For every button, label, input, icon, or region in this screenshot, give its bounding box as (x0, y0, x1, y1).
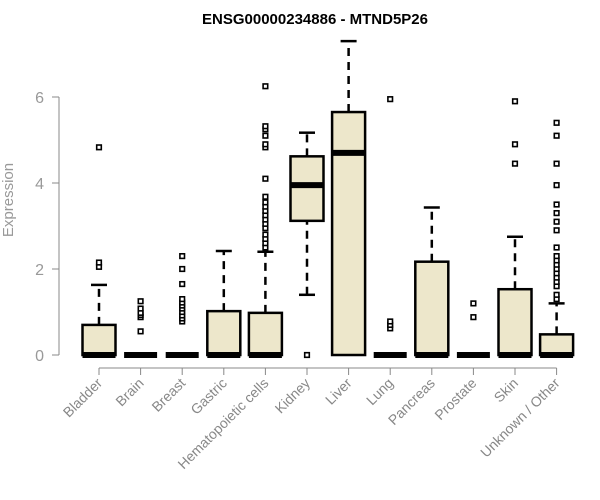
x-tick-label: Bladder (60, 375, 106, 421)
box-pancreas (414, 206, 450, 358)
outlier-point (179, 280, 186, 288)
outlier-point (262, 123, 269, 130)
y-tick-label: 2 (35, 262, 44, 279)
x-tick-label: Skin (491, 375, 522, 406)
box-bladder (81, 144, 117, 358)
outlier-point (95, 144, 103, 151)
y-tick-label: 0 (35, 348, 44, 365)
x-tick-label: Unknown / Other (477, 375, 563, 461)
x-tick-label: Liver (322, 375, 355, 408)
outlier-point (553, 291, 560, 298)
box-prostate (456, 300, 490, 358)
outlier-point (179, 253, 186, 260)
outlier-point (262, 141, 269, 148)
outlier-point (553, 119, 560, 126)
box-rect (414, 260, 450, 357)
outlier-point (553, 253, 560, 260)
outlier-point (553, 160, 560, 167)
y-axis-label: Expression (0, 163, 17, 237)
outlier-point (511, 98, 519, 105)
outlier-point (553, 244, 560, 251)
box-hematopoietic-cells (247, 83, 284, 358)
x-tick-label: Prostate (431, 375, 479, 423)
outlier-point (262, 175, 269, 182)
outlier-point (553, 182, 560, 189)
y-tick-label: 4 (35, 176, 44, 193)
outlier-point (387, 318, 394, 325)
outlier-point (95, 259, 103, 266)
outlier-point (262, 199, 269, 206)
box-rect (497, 287, 533, 357)
outlier-point (553, 201, 560, 208)
outlier-point (470, 314, 477, 321)
outlier-point (553, 218, 560, 225)
outlier-point (553, 132, 560, 139)
box-rect (538, 333, 575, 357)
outlier-point (137, 305, 144, 312)
box-rect (81, 323, 117, 357)
outlier-point (262, 83, 269, 90)
box-breast (165, 253, 199, 358)
box-liver (330, 39, 367, 357)
outlier-point (553, 227, 560, 234)
box-rect (330, 110, 367, 357)
x-tick-label: Brain (112, 375, 146, 409)
outlier-point (470, 300, 477, 307)
box-kidney (289, 131, 325, 359)
box-rect (247, 311, 284, 357)
outlier-point (179, 265, 186, 273)
box-rect (206, 309, 242, 357)
y-tick-label: 6 (35, 90, 44, 107)
y-axis: 0 2 4 6 (35, 90, 60, 365)
chart-title: ENSG00000234886 - MTND5P26 (202, 11, 428, 28)
box-gastric (206, 249, 242, 358)
box-lung (373, 96, 407, 358)
outlier-point (262, 193, 269, 200)
outlier-point (553, 210, 560, 217)
x-tick-label: Lung (363, 375, 396, 408)
x-tick-label: Breast (148, 375, 188, 415)
outlier-point (511, 160, 519, 167)
outlier-point (137, 298, 144, 305)
outlier-point (179, 295, 186, 303)
outlier-point (387, 96, 394, 103)
boxes (81, 39, 575, 359)
outlier-point (511, 141, 519, 148)
outlier-point (262, 132, 269, 139)
box-rect (289, 155, 325, 223)
box-unknown-other (538, 119, 575, 358)
box-skin (497, 98, 533, 358)
outlier-point (262, 231, 269, 238)
outlier-point (303, 351, 311, 359)
x-tick-label: Kidney (272, 375, 314, 417)
outlier-point (137, 328, 144, 335)
box-brain (124, 298, 158, 358)
